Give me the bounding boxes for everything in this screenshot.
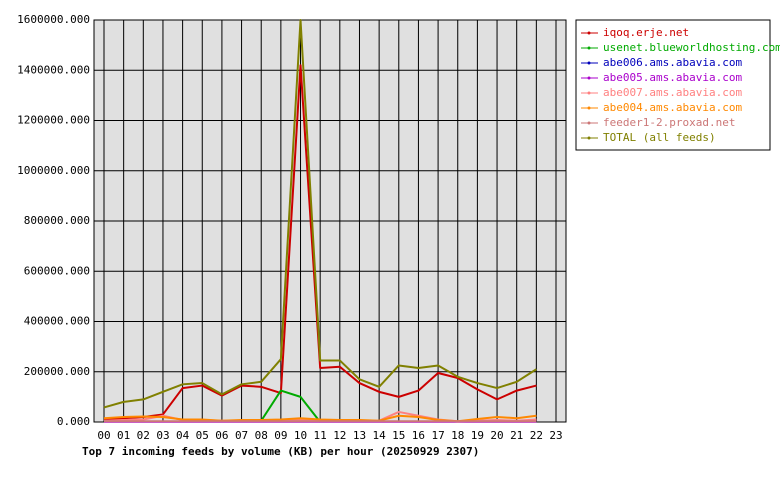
x-tick-label: 08 <box>255 429 268 442</box>
x-tick-label: 13 <box>353 429 366 442</box>
y-tick-label: 0.000 <box>57 415 90 428</box>
y-tick-label: 200000.000 <box>24 365 90 378</box>
legend-dot <box>587 61 591 65</box>
x-tick-label: 01 <box>117 429 130 442</box>
y-tick-label: 800000.000 <box>24 214 90 227</box>
x-tick-label: 23 <box>549 429 562 442</box>
legend-dot <box>587 31 591 35</box>
x-tick-label: 07 <box>235 429 248 442</box>
x-tick-label: 10 <box>294 429 307 442</box>
y-tick-label: 1000000.000 <box>17 164 90 177</box>
x-tick-label: 05 <box>196 429 209 442</box>
x-tick-label: 04 <box>176 429 190 442</box>
x-tick-label: 16 <box>412 429 425 442</box>
legend-label: abe004.ams.abavia.com <box>603 101 742 114</box>
x-tick-label: 17 <box>431 429 444 442</box>
legend-dot <box>587 46 591 50</box>
y-tick-label: 1600000.000 <box>17 13 90 26</box>
legend-label: abe007.ams.abavia.com <box>603 86 742 99</box>
x-tick-label: 14 <box>373 429 387 442</box>
legend-label: iqoq.erje.net <box>603 26 689 39</box>
legend-label: feeder1-2.proxad.net <box>603 116 735 129</box>
x-tick-label: 03 <box>156 429 169 442</box>
legend-label: abe006.ams.abavia.com <box>603 56 742 69</box>
x-tick-label: 20 <box>490 429 503 442</box>
x-tick-label: 15 <box>392 429 405 442</box>
x-tick-label: 12 <box>333 429 346 442</box>
x-tick-label: 21 <box>510 429 523 442</box>
series-line <box>103 19 537 409</box>
legend-label: abe005.ams.abavia.com <box>603 71 742 84</box>
y-tick-label: 1400000.000 <box>17 63 90 76</box>
x-tick-label: 09 <box>274 429 287 442</box>
legend-box <box>575 19 771 151</box>
y-tick-label: 400000.000 <box>24 315 90 328</box>
legend-dot <box>587 106 591 110</box>
x-tick-label: 00 <box>97 429 110 442</box>
legend-dot <box>587 76 591 80</box>
legend-dot <box>587 136 591 140</box>
chart-title: Top 7 incoming feeds by volume (KB) per … <box>82 445 479 458</box>
x-tick-label: 06 <box>215 429 228 442</box>
legend-label: TOTAL (all feeds) <box>603 131 716 144</box>
y-tick-label: 600000.000 <box>24 264 90 277</box>
x-tick-label: 19 <box>471 429 484 442</box>
series-line <box>103 64 537 421</box>
x-tick-label: 11 <box>314 429 327 442</box>
x-tick-label: 18 <box>451 429 464 442</box>
y-tick-label: 1200000.000 <box>17 114 90 127</box>
x-tick-label: 22 <box>530 429 543 442</box>
legend-dot <box>587 91 591 95</box>
legend-label: usenet.blueworldhosting.com <box>603 41 780 54</box>
legend-dot <box>587 121 591 125</box>
series-line <box>260 389 321 423</box>
x-tick-label: 02 <box>137 429 150 442</box>
